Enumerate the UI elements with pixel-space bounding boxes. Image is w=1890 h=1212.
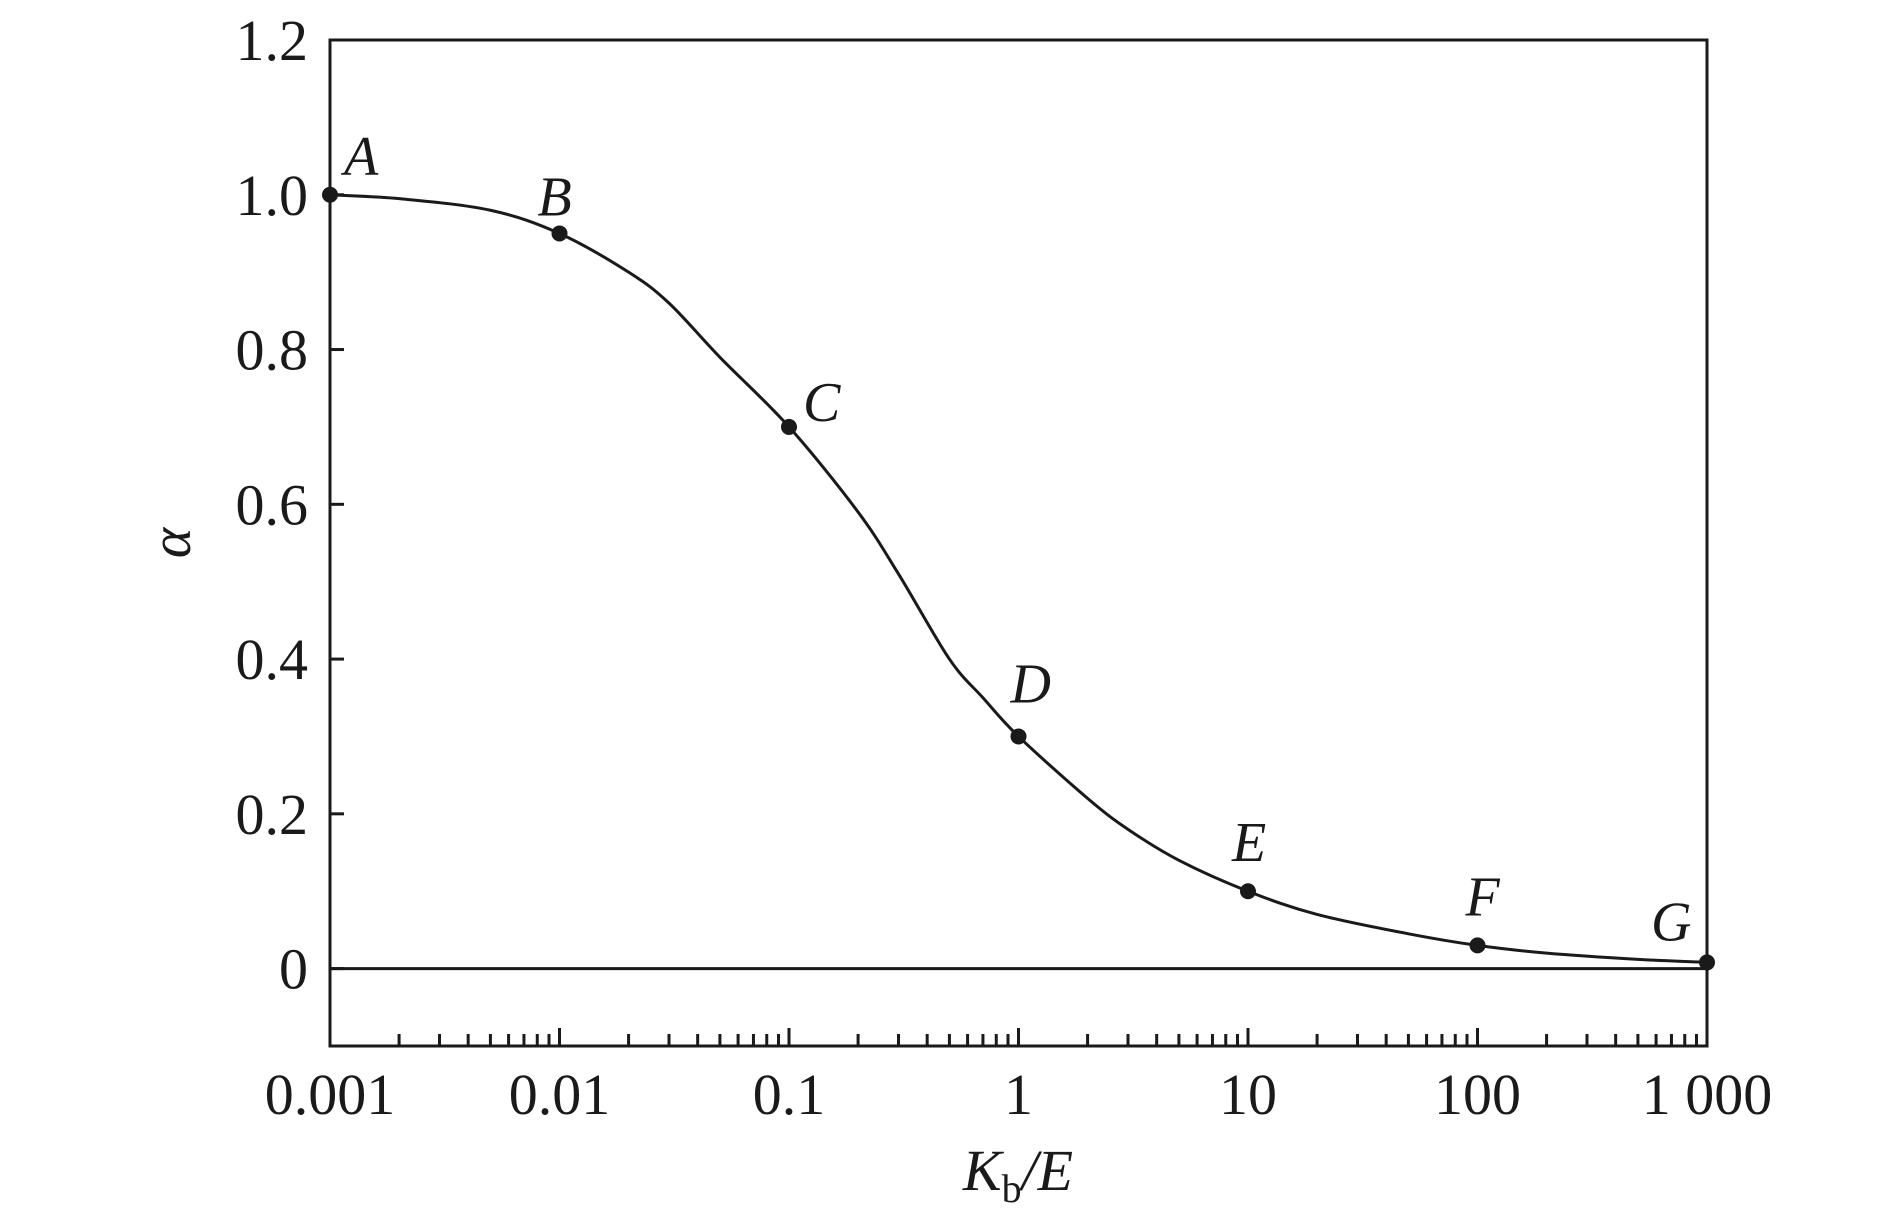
point-E	[1240, 883, 1256, 900]
point-C	[781, 418, 797, 435]
y-tick-label-5: 1.0	[236, 163, 309, 228]
y-ticks: 0 0.2 0.4 0.6 0.8 1.0 1.2	[236, 8, 344, 1002]
y-tick-label-2: 0.4	[236, 627, 309, 692]
x-axis-label-sub: b	[1002, 1166, 1022, 1211]
point-F	[1469, 937, 1486, 954]
point-label-C: C	[803, 372, 841, 434]
point-label-F: F	[1465, 866, 1501, 928]
x-axis-label-suffix: /E	[1019, 1138, 1074, 1203]
y-tick-label-6: 1.2	[236, 8, 309, 73]
y-tick-label-0: 0	[279, 937, 308, 1002]
y-axis-label: α	[138, 526, 203, 558]
x-tick-label-5: 100	[1434, 1062, 1521, 1127]
point-label-D: D	[1010, 653, 1051, 715]
point-A	[322, 186, 338, 203]
y-tick-label-3: 0.6	[236, 472, 309, 537]
point-label-A: A	[340, 126, 379, 188]
point-D	[1010, 728, 1027, 745]
point-label-E: E	[1231, 812, 1266, 874]
series-curve	[329, 193, 1708, 964]
x-axis-label-main: K	[962, 1138, 1005, 1203]
x-tick-label-4: 10	[1219, 1062, 1277, 1127]
x-tick-label-0: 0.001	[265, 1062, 396, 1127]
point-B	[551, 225, 568, 242]
x-tick-label-2: 0.1	[753, 1062, 826, 1127]
x-ticks: 0.001 0.01 0.1 1 10 100 1 000	[265, 1028, 1773, 1127]
point-label-G: G	[1651, 891, 1691, 953]
data-points: A B C D E F G	[322, 126, 1715, 971]
x-axis-label: Kb/E	[962, 1138, 1073, 1211]
point-label-B: B	[538, 166, 572, 228]
x-tick-label-1: 0.01	[509, 1062, 611, 1127]
y-tick-label-4: 0.8	[236, 318, 309, 383]
y-tick-label-1: 0.2	[236, 782, 309, 847]
point-G	[1699, 954, 1715, 971]
x-tick-label-6: 1 000	[1642, 1062, 1773, 1127]
x-tick-label-3: 1	[1004, 1062, 1033, 1127]
